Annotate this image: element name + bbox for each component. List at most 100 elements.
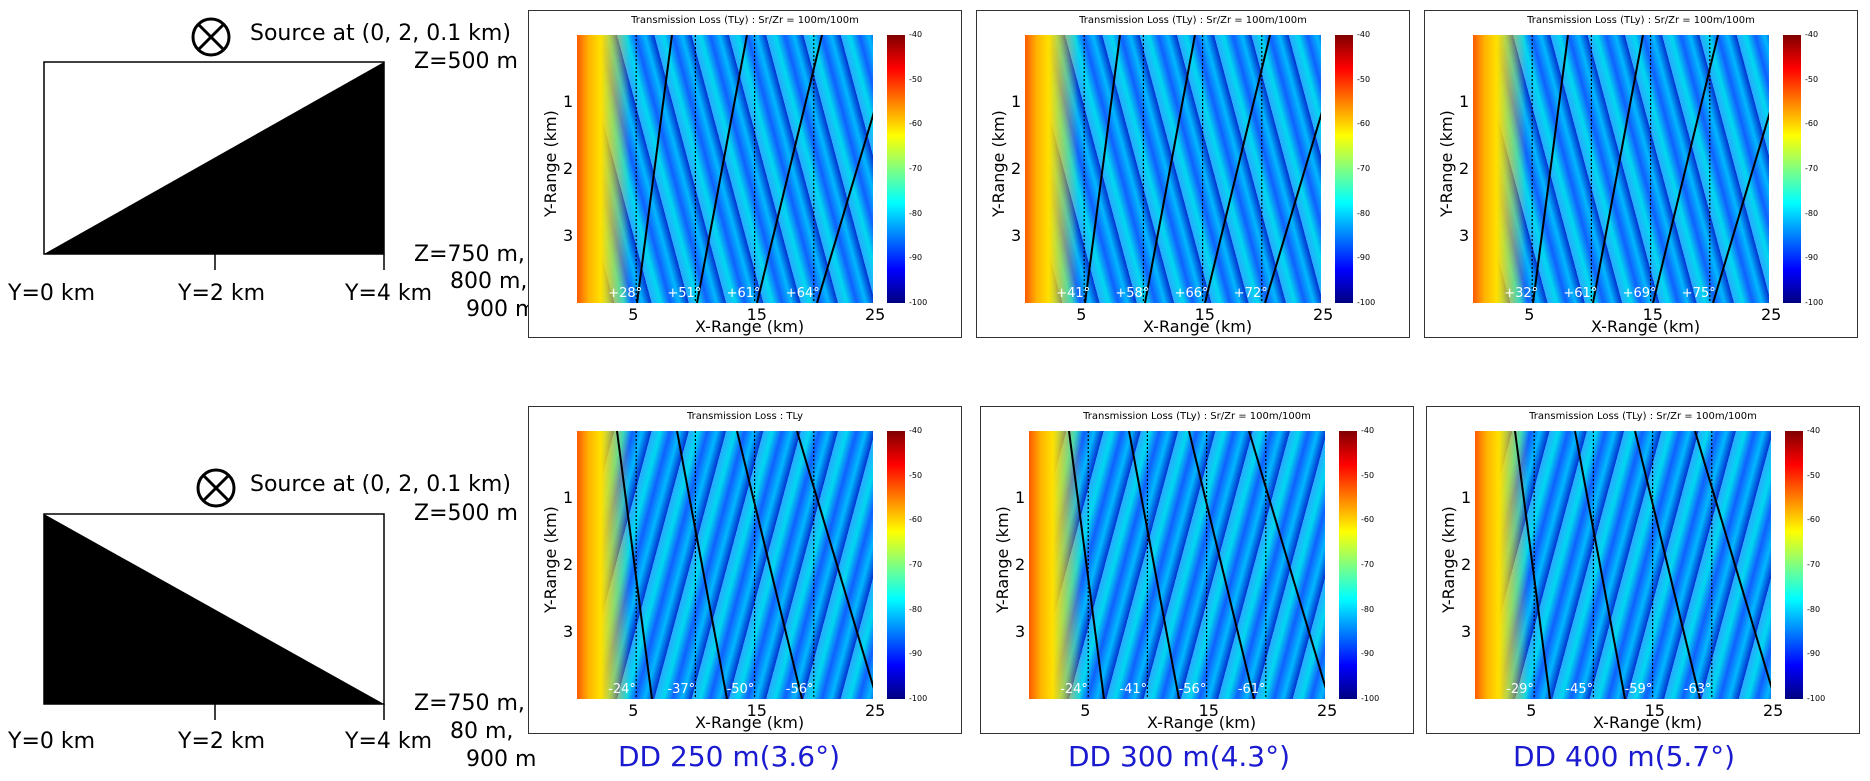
x-tick-label: 25 xyxy=(1763,701,1784,720)
angle-label: +28° xyxy=(608,286,643,301)
tl-panel: Transmission Loss (TLy) : Sr/Zr = 100m/1… xyxy=(976,10,1410,338)
beam-line xyxy=(816,111,873,303)
angle-label: +64° xyxy=(785,286,820,301)
colorbar-tick-label: -90 xyxy=(909,253,923,263)
angle-label: +75° xyxy=(1681,286,1716,301)
y-tick-label: 2 xyxy=(1459,159,1470,178)
source-label: Source at (0, 2, 0.1 km) xyxy=(250,21,511,46)
x-tick-label: 15 xyxy=(1644,701,1665,720)
colorbar-tick-label: -60 xyxy=(1805,119,1819,129)
colorbar-tick-label: -40 xyxy=(909,426,923,435)
x-tick-label: 5 xyxy=(1080,701,1091,720)
colorbar-tick-label: -90 xyxy=(1357,253,1371,263)
y-tick-label: 3 xyxy=(1011,226,1022,245)
y-tick-label: 1 xyxy=(563,488,574,507)
x-axis-label: X-Range (km) xyxy=(1147,713,1257,732)
x-axis-label: X-Range (km) xyxy=(695,713,805,732)
tl-panel: Transmission Loss (TLy) : Sr/Zr = 100m/1… xyxy=(1424,10,1858,338)
x-tick-label: 5 xyxy=(1526,701,1537,720)
angle-label: +61° xyxy=(726,286,761,301)
angle-label: +72° xyxy=(1233,286,1268,301)
colorbar-tick-label: -40 xyxy=(1361,426,1375,435)
y-axis-label: Y-Range (km) xyxy=(1437,110,1456,217)
angle-label: -24° xyxy=(1060,682,1088,697)
beam-line xyxy=(1068,431,1105,699)
y-tick-label: 1 xyxy=(563,92,574,111)
tl-heatmap: +41° +58° +66° +72° xyxy=(1025,35,1321,303)
source-marker-icon xyxy=(196,468,236,508)
caption-dd-400: DD 400 m(5.7°) xyxy=(1513,740,1736,773)
colorbar-tick-label: -70 xyxy=(1361,560,1375,569)
y-tick-label: 1 xyxy=(1459,92,1470,111)
z-bottom-label-2: 800 m, xyxy=(450,269,528,294)
x-tick-label: 15 xyxy=(1198,701,1219,720)
colorbar-tick-label: -90 xyxy=(1807,649,1821,659)
angle-label: -45° xyxy=(1565,682,1594,697)
tl-heatmap: +32° +61° +69° +75° xyxy=(1473,35,1769,303)
beam-line xyxy=(796,431,873,690)
colorbar-tick-label: -50 xyxy=(1805,74,1819,84)
source-label: Source at (0, 2, 0.1 km) xyxy=(250,472,511,497)
y-axis-label: Y-Range (km) xyxy=(1439,506,1458,613)
colorbar-tick-label: -50 xyxy=(1807,470,1821,480)
z-bottom-label-3: 900 m xyxy=(466,747,537,772)
colorbar-tick-label: -100 xyxy=(1361,694,1380,703)
x-tick-label: 25 xyxy=(865,305,886,324)
colorbar-tick-label: -80 xyxy=(909,604,923,614)
colorbar-tick-label: -60 xyxy=(1357,119,1371,129)
beam-line xyxy=(1084,35,1121,303)
colorbar-tick-label: -40 xyxy=(1357,30,1371,39)
beam-line xyxy=(1128,431,1180,699)
colorbar-tick-label: -50 xyxy=(1357,74,1371,84)
source-marker-icon xyxy=(191,17,231,57)
y-label-0: Y=0 km xyxy=(8,729,96,754)
z-top-label: Z=500 m xyxy=(414,49,518,74)
colorbar-tick-label: -90 xyxy=(1361,649,1375,659)
beam-line xyxy=(1514,431,1551,699)
angle-label: -29° xyxy=(1506,682,1534,697)
y-tick-label: 1 xyxy=(1461,488,1472,507)
beam-line xyxy=(1264,111,1321,303)
x-tick-label: 5 xyxy=(628,305,639,324)
tl-heatmap: -29° -45° -59° -63° xyxy=(1475,431,1771,699)
y-axis-label: Y-Range (km) xyxy=(989,110,1008,217)
colorbar-tick-label: -60 xyxy=(909,515,923,525)
x-tick-label: 15 xyxy=(1194,305,1215,324)
x-axis-label: X-Range (km) xyxy=(1143,317,1253,336)
y-label-4: Y=4 km xyxy=(345,281,433,306)
x-tick-label: 25 xyxy=(1761,305,1782,324)
x-tick-label: 5 xyxy=(1524,305,1535,324)
angle-label: -56° xyxy=(1178,682,1207,697)
tl-panel: Transmission Loss (TLy) : Sr/Zr = 100m/1… xyxy=(528,10,962,338)
colorbar-tick-label: -40 xyxy=(909,30,923,39)
colorbar xyxy=(887,35,905,303)
angle-label: -50° xyxy=(726,682,755,697)
caption-dd-300: DD 300 m(4.3°) xyxy=(1068,740,1291,773)
y-axis-label: Y-Range (km) xyxy=(993,506,1012,613)
x-tick-label: 5 xyxy=(1076,305,1087,324)
colorbar-tick-label: -100 xyxy=(909,298,928,307)
beam-line xyxy=(1532,35,1569,303)
x-tick-label: 5 xyxy=(628,701,639,720)
caption-dd-250: DD 250 m(3.6°) xyxy=(618,740,841,773)
x-tick-label: 15 xyxy=(746,701,767,720)
y-axis-label: Y-Range (km) xyxy=(541,506,560,613)
z-bottom-label-1: Z=750 m, xyxy=(414,691,525,716)
x-axis-label: X-Range (km) xyxy=(695,317,805,336)
angle-label: -24° xyxy=(608,682,636,697)
y-tick-label: 2 xyxy=(1015,555,1026,574)
panel-title: Transmission Loss : TLy xyxy=(686,411,804,422)
colorbar xyxy=(1335,35,1353,303)
y-label-2: Y=2 km xyxy=(178,729,266,754)
y-tick-label: 1 xyxy=(1015,488,1026,507)
angle-label: +66° xyxy=(1174,286,1209,301)
y-tick-label: 3 xyxy=(1461,622,1472,641)
colorbar-tick-label: -90 xyxy=(1805,253,1819,263)
angle-label: -59° xyxy=(1624,682,1653,697)
tl-heatmap: -24° -41° -56° -61° xyxy=(1029,431,1325,699)
beam-line xyxy=(616,431,653,699)
angle-label: -61° xyxy=(1237,682,1266,697)
wedge-shape xyxy=(43,61,385,270)
colorbar-tick-label: -100 xyxy=(1357,298,1376,307)
colorbar-tick-label: -50 xyxy=(909,74,923,84)
